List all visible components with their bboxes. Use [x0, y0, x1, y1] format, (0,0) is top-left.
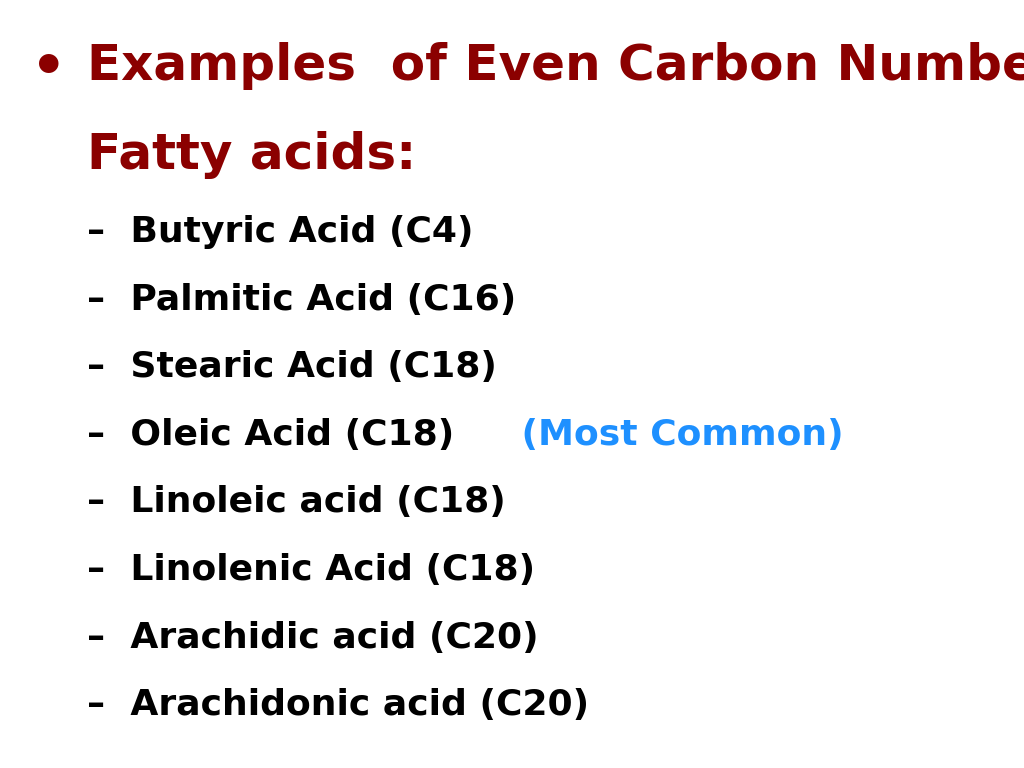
Text: •: •	[31, 42, 67, 96]
Text: –  Oleic Acid (C18): – Oleic Acid (C18)	[87, 418, 455, 452]
Text: Fatty acids:: Fatty acids:	[87, 131, 417, 179]
Text: –  Arachidic acid (C20): – Arachidic acid (C20)	[87, 621, 539, 654]
Text: –  Arachidonic acid (C20): – Arachidonic acid (C20)	[87, 688, 589, 722]
Text: –  Linolenic Acid (C18): – Linolenic Acid (C18)	[87, 553, 536, 587]
Text: –  Stearic Acid (C18): – Stearic Acid (C18)	[87, 350, 497, 384]
Text: –  Palmitic Acid (C16): – Palmitic Acid (C16)	[87, 283, 516, 316]
Text: (Most Common): (Most Common)	[471, 418, 844, 452]
Text: –  Butyric Acid (C4): – Butyric Acid (C4)	[87, 215, 473, 249]
Text: –  Linoleic acid (C18): – Linoleic acid (C18)	[87, 485, 506, 519]
Text: Examples  of Even Carbon Numbered: Examples of Even Carbon Numbered	[87, 42, 1024, 91]
